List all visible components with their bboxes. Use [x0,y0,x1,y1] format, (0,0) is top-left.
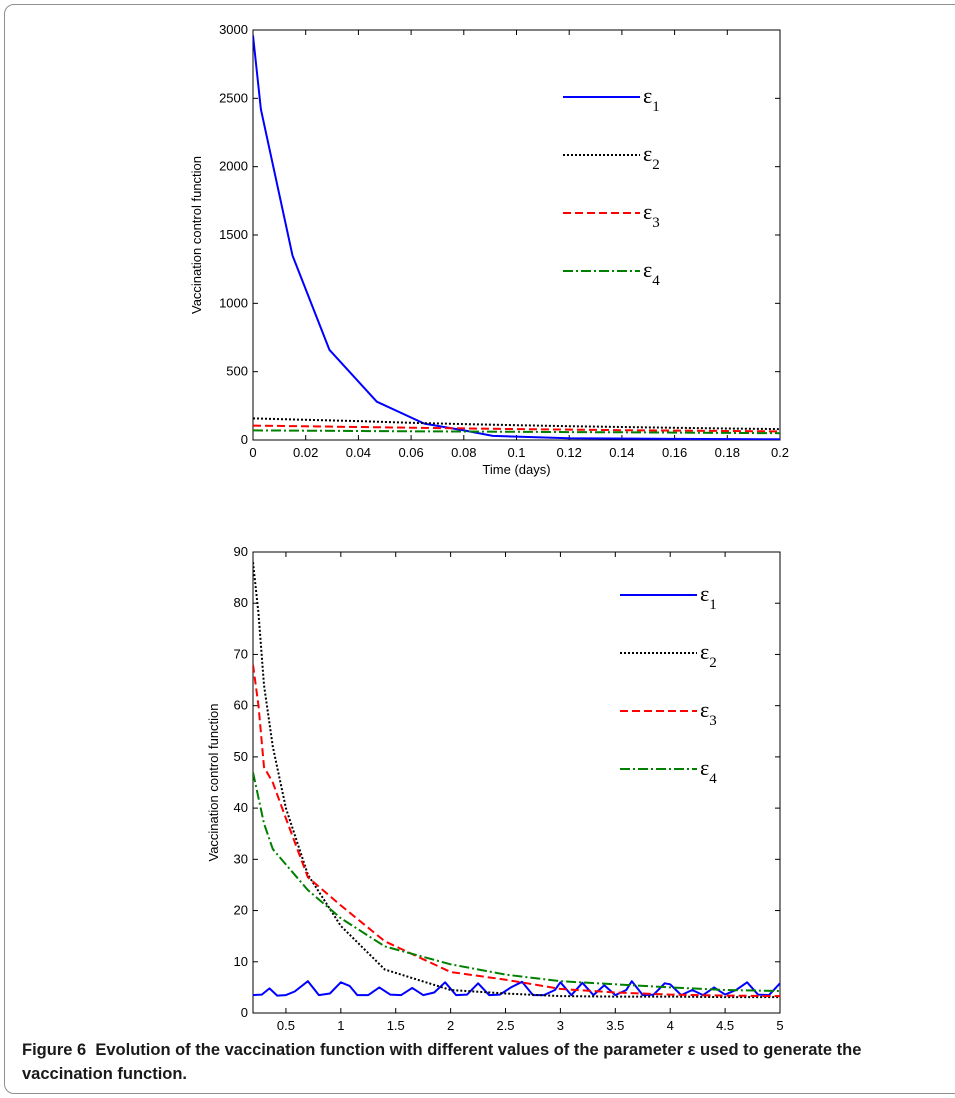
y-axis-label: Vaccination control function [206,703,221,861]
y-tick-label: 20 [234,903,248,918]
y-tick-label: 2000 [219,159,248,174]
series-line-eps4 [253,772,780,992]
y-tick-label: 0 [241,1005,248,1020]
x-tick-label: 4 [667,1018,674,1030]
legend-symbol: ε [643,257,652,282]
x-tick-label: 0.16 [662,445,687,460]
legend-subscript: 3 [652,215,660,231]
x-tick-label: 0.06 [398,445,423,460]
y-tick-label: 60 [234,698,248,713]
x-tick-label: 2 [447,1018,454,1030]
series-line-eps3 [253,664,780,998]
y-tick-label: 90 [234,544,248,559]
legend-label-eps2: ε2 [643,141,660,173]
chart-2: 0.511.522.533.544.550102030405060708090T… [206,544,784,1030]
legend-symbol: ε [643,83,652,108]
series-line-eps1 [253,35,780,440]
legend-symbol: ε [700,639,709,664]
figure-frame [4,4,955,1094]
chart-1: 0 0.02 0.04 0.06 0.08 0.1 0.12 0.14 0.16 0.18 0.2 0… [189,22,789,477]
x-tick-label: 3.5 [606,1018,624,1030]
x-tick-label: 0 [249,445,256,460]
legend-subscript: 1 [709,597,717,613]
x-tick-label: 4.5 [716,1018,734,1030]
x-tick-label: 0.04 [346,445,371,460]
y-tick-label: 2500 [219,90,248,105]
legend-subscript: 4 [709,771,717,787]
legend-symbol: ε [700,755,709,780]
y-tick-label: 500 [226,364,248,379]
y-tick-label: 50 [234,749,248,764]
legend-subscript: 2 [652,157,660,173]
legend-label-eps1: ε1 [643,83,660,115]
legend-label-eps3: ε3 [643,199,660,231]
y-tick-label: 70 [234,646,248,661]
x-axis-label: Time (days) [482,462,550,477]
series-line-eps1 [253,980,780,997]
x-tick-label: 0.08 [451,445,476,460]
legend-label-eps1: ε1 [700,581,717,613]
legend-symbol: ε [700,581,709,606]
y-tick-label: 10 [234,954,248,969]
y-tick-label: 30 [234,851,248,866]
y-tick-label: 80 [234,595,248,610]
x-tick-label: 0.14 [609,445,634,460]
x-tick-label: 1.5 [387,1018,405,1030]
x-tick-label: 3 [557,1018,564,1030]
legend-label-eps4: ε4 [700,755,717,787]
legend-symbol: ε [643,141,652,166]
x-tick-label: 0.5 [277,1018,295,1030]
x-tick-label: 0.12 [557,445,582,460]
legend-subscript: 4 [652,273,660,289]
legend-label-eps2: ε2 [700,639,717,671]
series-line-eps4 [253,429,780,435]
legend-subscript: 1 [652,99,660,115]
caption-text: Evolution of the vaccination function wi… [22,1041,862,1083]
x-tick-label: 0.18 [715,445,740,460]
x-tick-label: 0.1 [507,445,525,460]
x-tick-label: 5 [776,1018,783,1030]
y-tick-label: 3000 [219,22,248,37]
y-tick-label: 40 [234,800,248,815]
legend-label-eps4: ε4 [643,257,660,289]
legend-symbol: ε [700,697,709,722]
x-tick-label: 0.02 [293,445,318,460]
y-axis-label: Vaccination control function [189,156,204,314]
figure-label: Figure 6 [22,1041,87,1059]
figure-caption: Figure 6 Evolution of the vaccination fu… [22,1038,922,1086]
y-tick-label: 0 [241,432,248,447]
legend-symbol: ε [643,199,652,224]
legend-subscript: 3 [709,713,717,729]
x-tick-label: 1 [337,1018,344,1030]
x-tick-label: 0.2 [771,445,789,460]
series-line-eps2 [253,562,780,999]
plot-area-frame [252,551,781,1014]
legend-label-eps3: ε3 [700,697,717,729]
figure-charts: 0 0.02 0.04 0.06 0.08 0.1 0.12 0.14 0.16 0.18 0.2 0… [189,22,789,1030]
plot-area-frame [252,29,781,441]
y-tick-label: 1500 [219,227,248,242]
x-tick-label: 2.5 [496,1018,514,1030]
series-line-eps3 [253,424,780,433]
legend-subscript: 2 [709,655,717,671]
y-tick-label: 1000 [219,295,248,310]
